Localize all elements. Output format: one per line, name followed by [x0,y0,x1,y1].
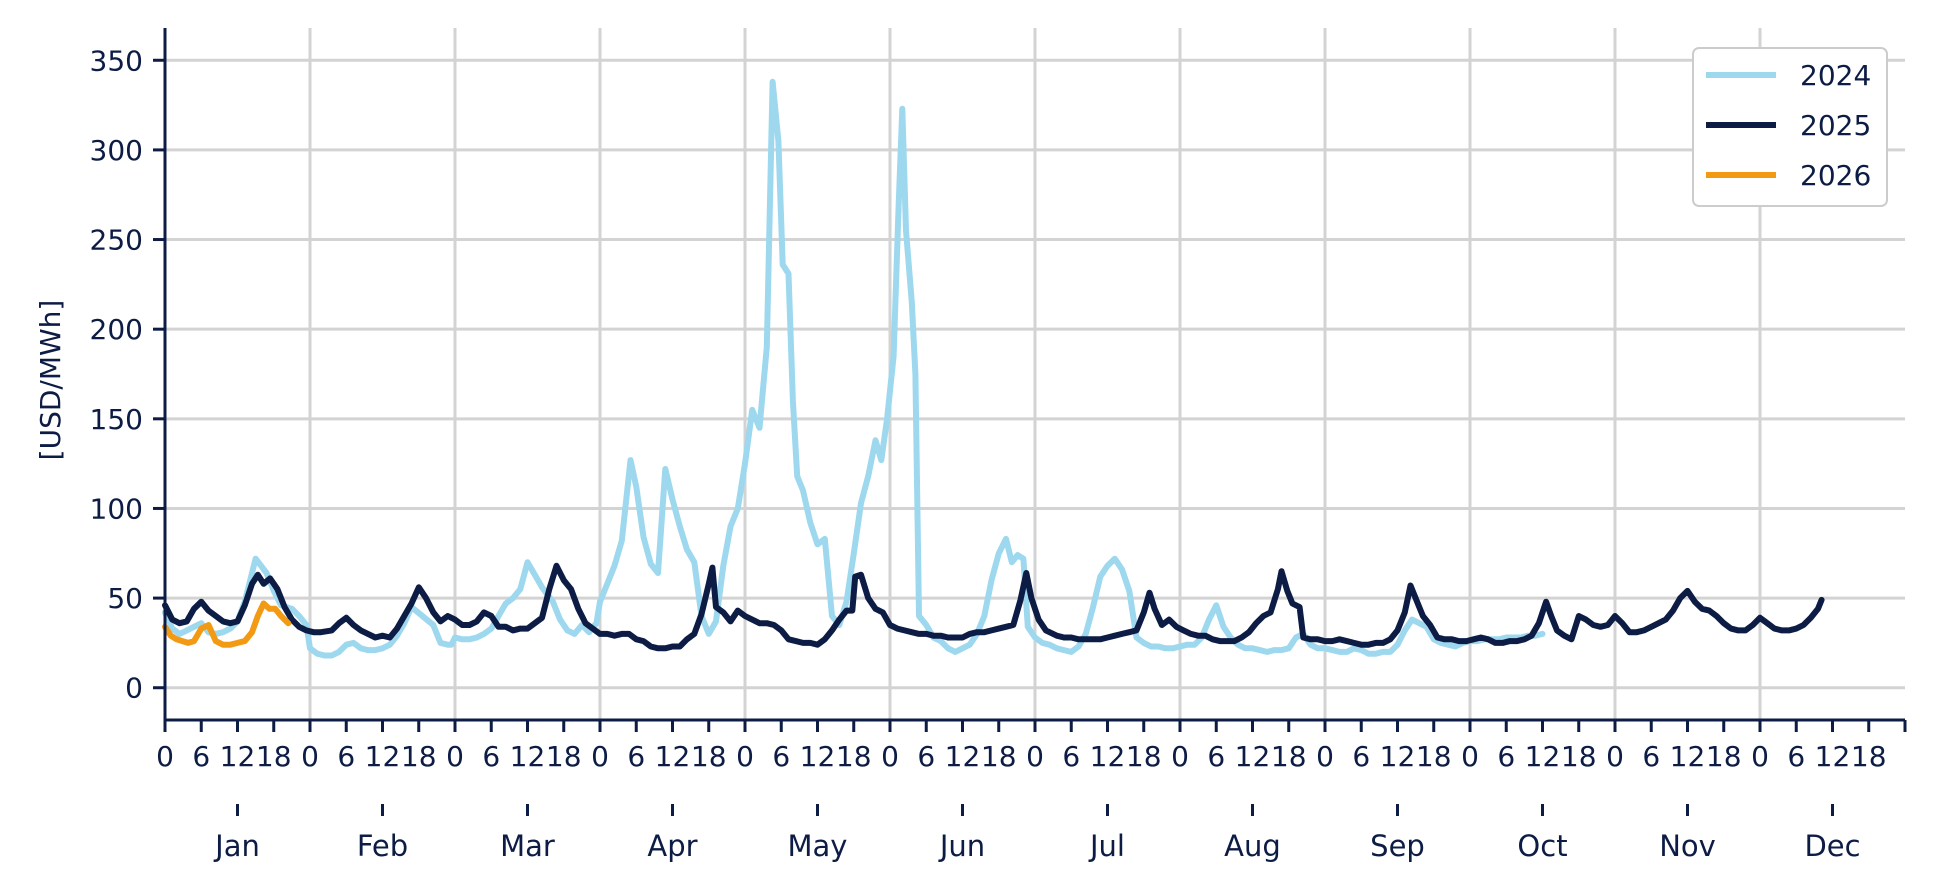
x-hour-tick-label: 0 [1316,740,1334,773]
month-label: Jun [938,829,985,863]
x-hour-tick-label: 18 [691,740,727,773]
month-label: Nov [1659,829,1716,863]
x-hour-tick-label: 6 [627,740,645,773]
x-hour-tick-label: 6 [1207,740,1225,773]
y-tick-label: 250 [90,224,143,257]
y-tick-label: 100 [90,492,143,525]
x-hour-tick-label: 12 [655,740,691,773]
month-label: Jul [1088,829,1125,863]
series-lines [162,78,1825,659]
month-label: Jan [213,829,260,863]
legend-label-2025: 2025 [1800,109,1871,142]
y-tick-labels: 0 50 100 150 200 250 300 350 [90,44,143,704]
x-hour-tick-label: 12 [1380,740,1416,773]
series-line-2025 [162,562,1825,652]
series-line-2024 [162,78,1546,659]
x-hour-tick-label: 12 [1525,740,1561,773]
legend: 2024 2025 2026 [1692,47,1888,207]
x-hour-tick-label: 18 [1851,740,1887,773]
x-hour-tick-label: 18 [981,740,1017,773]
x-hour-tick-label: 0 [1461,740,1479,773]
x-hour-tick-label: 12 [510,740,546,773]
x-hour-tick-label: 12 [800,740,836,773]
x-hour-tick-label: 6 [1062,740,1080,773]
x-hour-tick-label: 18 [1706,740,1742,773]
x-hour-tick-label: 12 [1235,740,1271,773]
x-hour-tick-label: 12 [220,740,256,773]
month-label: May [788,829,848,863]
x-hour-tick-label: 6 [772,740,790,773]
axes [153,28,1907,816]
x-hour-tick-label: 0 [1026,740,1044,773]
x-hour-tick-label: 6 [917,740,935,773]
y-axis-title: [USD/MWh] [34,300,67,461]
x-hour-tick-label: 18 [1561,740,1597,773]
x-hour-tick-label: 12 [365,740,401,773]
x-hour-tick-label: 6 [1352,740,1370,773]
x-hour-tick-label: 0 [591,740,609,773]
month-label: Dec [1804,829,1860,863]
x-hour-tick-label: 0 [301,740,319,773]
x-hour-tick-label: 6 [1642,740,1660,773]
x-hour-tick-label: 6 [337,740,355,773]
x-hour-tick-label: 0 [1751,740,1769,773]
x-hour-tick-label: 0 [881,740,899,773]
x-hour-tick-label: 0 [156,740,174,773]
x-hour-tick-label: 0 [446,740,464,773]
month-label: Mar [500,829,555,863]
month-label: Aug [1224,829,1281,863]
x-hour-tick-label: 0 [1606,740,1624,773]
y-tick-label: 0 [125,672,143,705]
x-hour-tick-label: 18 [1416,740,1452,773]
x-hour-tick-label: 18 [836,740,872,773]
x-hour-tick-label: 12 [1670,740,1706,773]
legend-label-2024: 2024 [1800,59,1871,92]
x-hour-tick-label: 12 [1090,740,1126,773]
y-tick-label: 350 [90,44,143,77]
x-hour-tick-label: 18 [401,740,437,773]
x-hour-tick-label: 0 [736,740,754,773]
x-hour-tick-label: 18 [1126,740,1162,773]
month-label: Oct [1517,829,1567,863]
x-hour-tick-label: 6 [192,740,210,773]
x-hour-tick-label: 6 [1497,740,1515,773]
x-hour-tick-label: 12 [945,740,981,773]
month-labels: Jan Feb Mar Apr May Jun Jul Aug Sep Oct Nov Dec [213,829,1860,863]
y-tick-label: 300 [90,134,143,167]
x-hour-tick-label: 12 [1815,740,1851,773]
legend-box [1692,47,1888,207]
legend-label-2026: 2026 [1800,159,1871,192]
y-tick-label: 150 [90,403,143,436]
month-label: Feb [357,829,408,863]
x-hour-tick-label: 6 [1787,740,1805,773]
x-tick-labels: 0 6 12 18 0 6 12 18 0 6 12 18 0 6 12 18 0 6 12 18 0 6 12 18 0 6 12… [156,740,1886,773]
x-hour-tick-label: 18 [546,740,582,773]
month-label: Apr [647,829,697,863]
month-label: Sep [1370,829,1425,863]
series-line-2026 [162,600,292,648]
x-hour-tick-label: 18 [1271,740,1307,773]
x-hour-tick-label: 18 [256,740,292,773]
x-hour-tick-label: 6 [482,740,500,773]
y-tick-label: 50 [107,582,143,615]
x-hour-tick-label: 0 [1171,740,1189,773]
y-tick-label: 200 [90,313,143,346]
